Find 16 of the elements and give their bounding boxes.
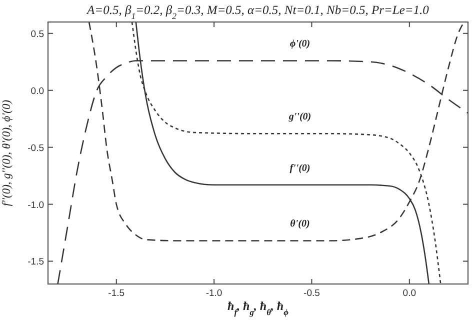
y-tick-label: -0.5 (28, 142, 44, 154)
y-axis-title: f''(0), g''(0), θ'(0), ϕ'(0) (1, 100, 13, 206)
series-label: g''(0) (288, 112, 312, 123)
series-label: θ'(0) (290, 218, 310, 230)
y-tick-label: 0.0 (30, 86, 44, 97)
x-axis-title: ħ$_{f}$, ħ$_{g}$, ħ$_{θ}$, ħ$_{ϕ}$ (228, 299, 289, 316)
x-tick-label: -1.0 (206, 288, 222, 299)
y-tick-label: 0.5 (30, 28, 44, 40)
x-tick-label: -0.5 (304, 288, 320, 299)
y-tick-label: -1.0 (28, 200, 44, 211)
x-tick-label: 0.0 (402, 288, 416, 299)
x-tick-label: -1.5 (108, 288, 125, 299)
series-label: ϕ'(0) (290, 38, 310, 50)
y-tick-label: -1.5 (28, 256, 44, 268)
chart-title: A=0.5, β$_{1}$=0.2, β$_{2}$=0.3, M=0.5, α=0.5, Nt=0.1, Nb=0.5, Pr=Le=1.0 (86, 3, 430, 21)
series-label: f''(0) (290, 162, 310, 174)
